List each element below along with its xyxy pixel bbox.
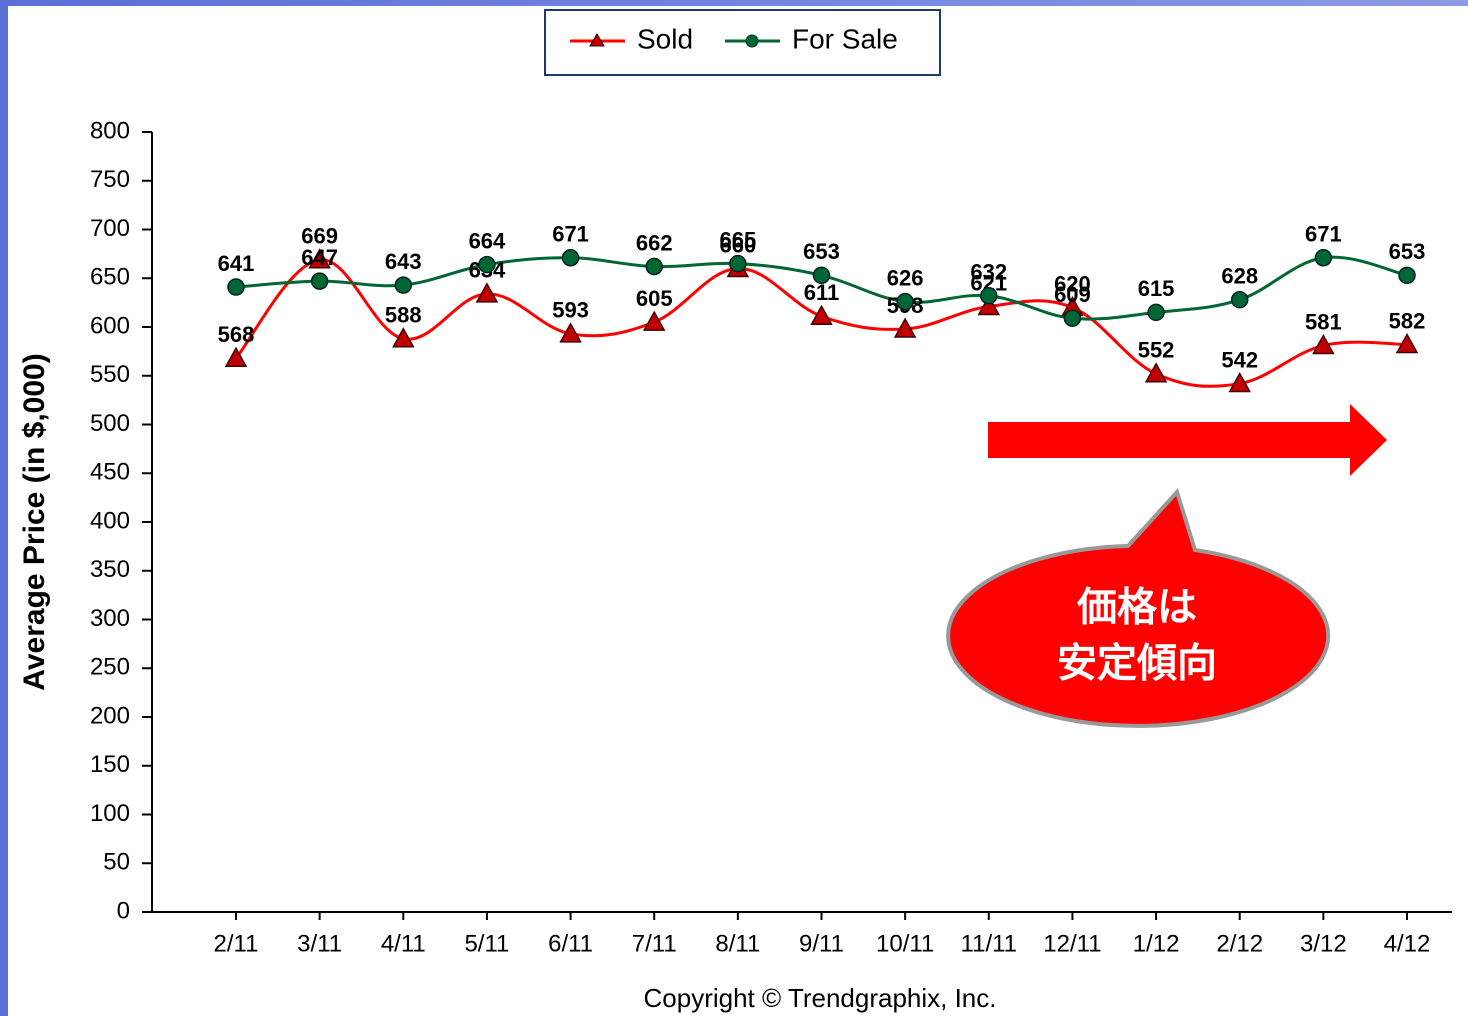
x-tick-label: 4/11 [381, 930, 426, 957]
y-tick-label: 200 [90, 702, 130, 729]
x-tick-label: 2/11 [214, 930, 259, 957]
data-label: 626 [887, 265, 924, 290]
data-label: 609 [1054, 282, 1091, 307]
data-label: 552 [1138, 338, 1175, 363]
marker [478, 255, 496, 274]
marker [1395, 333, 1419, 354]
data-label: 611 [804, 280, 840, 305]
x-tick-label: 4/12 [1384, 930, 1431, 957]
legend-label: Sold [637, 23, 693, 54]
marker [810, 304, 833, 326]
y-tick-label: 0 [117, 897, 130, 924]
data-label: 643 [385, 249, 422, 274]
callout-text: 安定傾向 [1057, 642, 1217, 686]
marker [1147, 303, 1165, 322]
marker [1312, 333, 1335, 355]
data-label: 653 [1389, 239, 1426, 264]
data-label: 662 [636, 230, 673, 255]
x-tick-label: 7/11 [632, 930, 677, 957]
data-label: 605 [636, 286, 673, 311]
x-tick-label: 10/11 [876, 930, 934, 957]
y-tick-label: 750 [90, 166, 130, 193]
data-label: 647 [301, 245, 338, 270]
data-label: 632 [970, 260, 1007, 285]
marker [308, 248, 331, 269]
legend-marker [589, 33, 605, 47]
marker [812, 266, 831, 285]
marker [227, 278, 245, 296]
marker [394, 276, 413, 294]
y-tick-label: 800 [90, 117, 130, 144]
callout-text: 価格は [1076, 586, 1197, 630]
y-tick-label: 150 [90, 751, 130, 778]
y-tick-label: 650 [90, 264, 130, 291]
y-tick-label: 300 [90, 605, 130, 632]
marker [1063, 309, 1082, 327]
x-tick-label: 12/11 [1043, 930, 1101, 957]
marker [645, 257, 663, 276]
x-tick-label: 9/11 [799, 930, 844, 957]
y-tick-label: 550 [90, 361, 130, 388]
marker [392, 327, 415, 348]
x-tick-label: 6/11 [548, 930, 593, 957]
marker [642, 310, 666, 331]
data-label: 615 [1138, 276, 1175, 301]
y-tick-label: 250 [90, 654, 130, 681]
marker [1230, 290, 1249, 309]
marker [310, 272, 329, 290]
marker [559, 322, 582, 343]
x-tick-label: 11/11 [961, 930, 1018, 957]
y-tick-label: 600 [90, 312, 130, 339]
data-label: 664 [469, 228, 506, 253]
y-tick-label: 500 [90, 410, 130, 437]
y-axis-label: Average Price (in $,000) [18, 353, 51, 690]
x-tick-label: 3/12 [1300, 930, 1347, 957]
data-label: 665 [719, 227, 756, 252]
data-label: 593 [552, 298, 589, 323]
y-tick-label: 450 [90, 459, 130, 486]
data-label: 628 [1221, 264, 1258, 289]
marker [896, 292, 914, 311]
y-tick-label: 400 [90, 507, 130, 534]
x-tick-label: 5/11 [464, 930, 509, 957]
marker [729, 254, 747, 273]
data-label: 582 [1389, 308, 1426, 333]
callout [946, 488, 1331, 728]
data-label: 581 [1305, 309, 1342, 334]
trend-arrow [988, 404, 1387, 476]
marker [977, 294, 1001, 316]
marker [561, 249, 580, 267]
legend-marker [745, 34, 759, 48]
marker [1314, 249, 1333, 267]
chart-background [8, 6, 1468, 1016]
marker [893, 317, 917, 338]
data-label: 660 [719, 232, 756, 257]
data-label: 653 [803, 239, 840, 264]
y-tick-label: 50 [103, 849, 130, 876]
data-label: 620 [1054, 271, 1091, 296]
y-tick-label: 100 [90, 800, 130, 827]
marker [980, 287, 998, 305]
data-label: 542 [1221, 347, 1258, 372]
marker [1228, 372, 1251, 393]
marker [475, 282, 499, 303]
y-tick-label: 700 [90, 215, 130, 242]
copyright: Copyright © Trendgraphix, Inc. [644, 983, 997, 1013]
x-tick-label: 3/11 [297, 930, 342, 957]
data-label: 641 [218, 251, 255, 276]
marker [1398, 266, 1416, 285]
x-tick-label: 2/12 [1216, 930, 1263, 957]
data-label: 671 [552, 222, 589, 247]
legend-label: For Sale [792, 23, 898, 54]
x-tick-label: 1/12 [1133, 930, 1180, 957]
marker [1144, 362, 1168, 383]
x-tick-label: 8/11 [715, 930, 760, 957]
marker [224, 346, 248, 367]
y-tick-label: 350 [90, 556, 130, 583]
data-label: 588 [385, 303, 422, 328]
data-label: 669 [301, 224, 338, 249]
data-label: 568 [218, 322, 255, 347]
data-label: 671 [1305, 222, 1342, 247]
